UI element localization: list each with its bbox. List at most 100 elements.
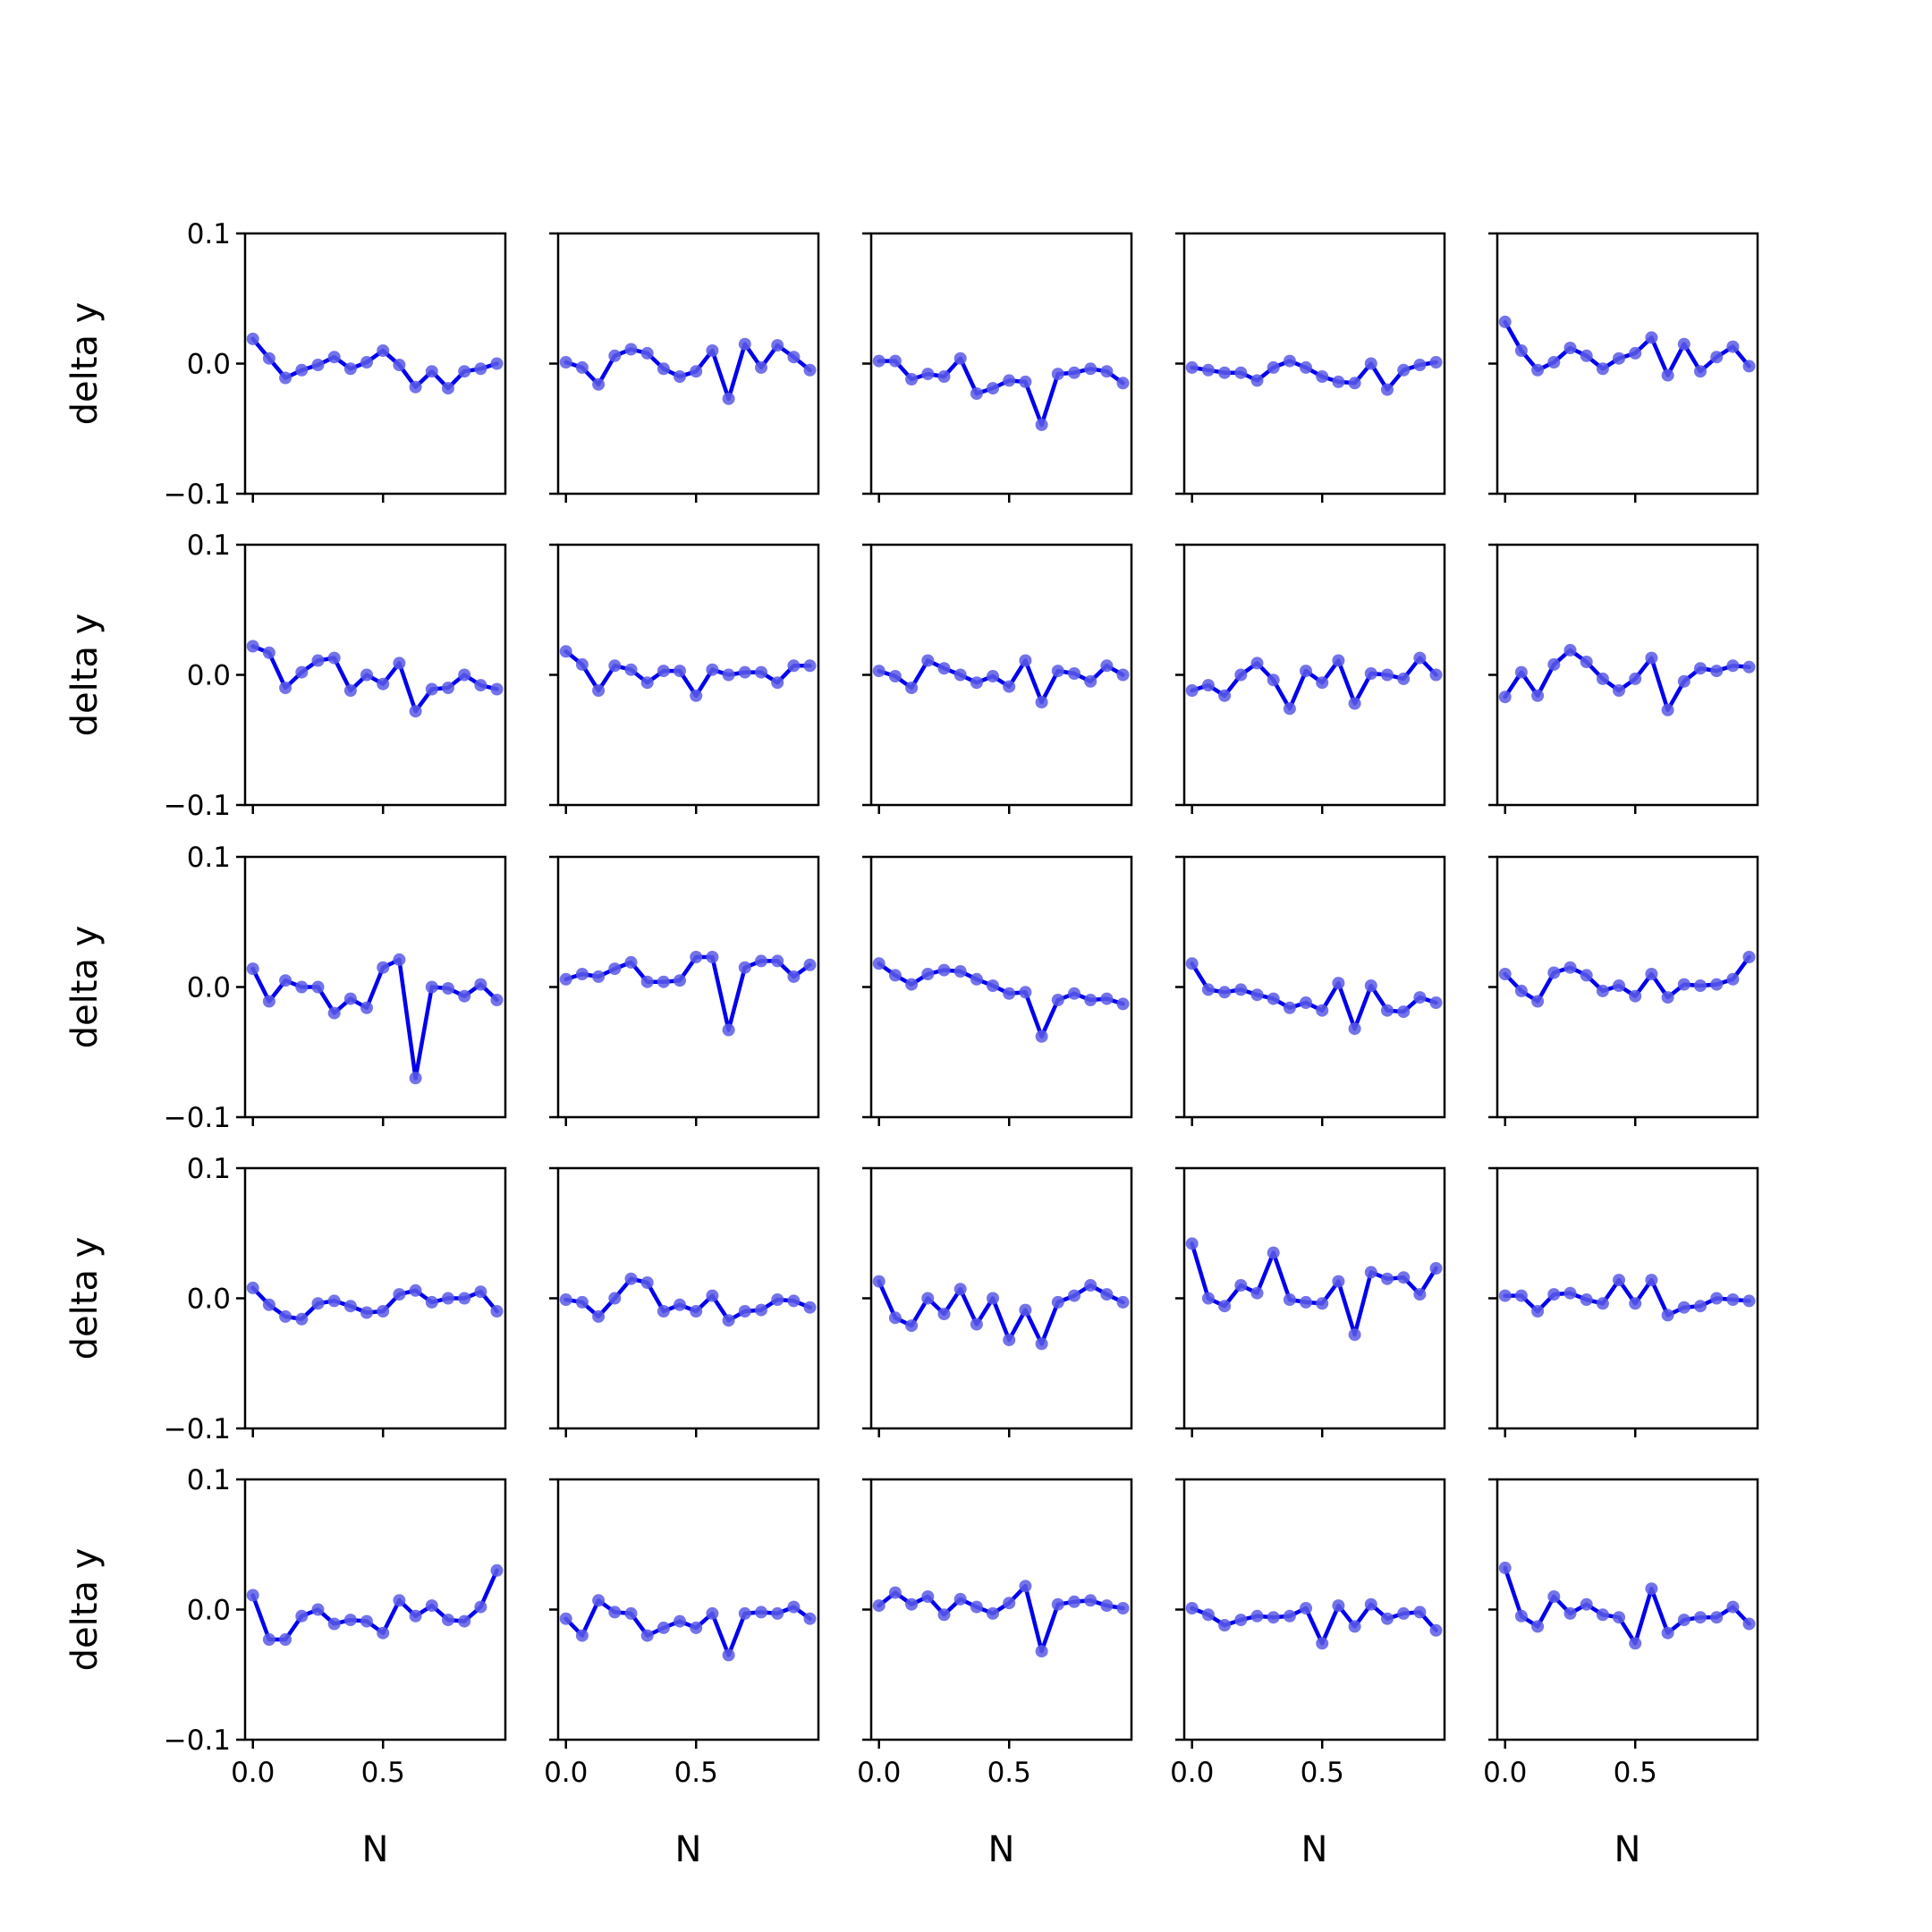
data-point <box>1514 665 1528 679</box>
data-point <box>970 1318 983 1331</box>
x-tick-label: 0.5 <box>1301 1757 1344 1789</box>
data-point <box>559 972 572 986</box>
data-point <box>1381 383 1394 396</box>
data-point <box>1116 668 1130 682</box>
data-point <box>640 676 654 690</box>
subplot-r2-c3 <box>862 543 1133 814</box>
data-point <box>246 962 259 976</box>
data-point <box>559 645 572 658</box>
data-point <box>1429 1623 1443 1637</box>
y-axis-label: delta y <box>64 926 106 1049</box>
data-point <box>1201 1292 1215 1305</box>
data-point <box>1035 1030 1048 1043</box>
data-point <box>1563 643 1577 657</box>
data-point <box>458 365 471 378</box>
data-point <box>888 354 902 368</box>
data-point <box>1250 1286 1264 1300</box>
data-point <box>474 978 487 991</box>
series-line <box>877 658 1125 705</box>
data-point <box>624 343 638 356</box>
data-point <box>1218 689 1232 702</box>
data-point <box>803 958 817 971</box>
data-point <box>1332 375 1345 388</box>
data-point <box>1300 665 1312 678</box>
data-point <box>1068 366 1080 379</box>
data-point <box>1381 1272 1394 1285</box>
data-point <box>1629 672 1642 685</box>
data-point <box>1429 356 1443 369</box>
data-point <box>987 1292 999 1305</box>
data-point <box>1084 994 1097 1006</box>
data-point <box>722 392 735 405</box>
series-line <box>877 1279 1125 1346</box>
x-tick-label: 0.0 <box>544 1757 588 1789</box>
data-point <box>1300 996 1312 1009</box>
data-point <box>690 1621 703 1634</box>
data-point <box>1613 684 1625 697</box>
data-point <box>246 1589 259 1602</box>
data-point <box>787 1294 801 1308</box>
subplot-r5-c2: 0.0 0.5 <box>544 1478 820 1789</box>
data-point <box>624 1606 638 1620</box>
data-point <box>311 359 325 371</box>
data-point <box>327 1006 341 1020</box>
series-line <box>1190 962 1438 1031</box>
subplot-r2-c2 <box>549 543 820 814</box>
data-point <box>1563 342 1577 354</box>
data-point <box>970 972 983 986</box>
data-point <box>657 1621 670 1634</box>
data-point <box>624 955 638 969</box>
data-point <box>442 1292 454 1305</box>
data-point <box>1645 1582 1658 1596</box>
data-point <box>722 1023 735 1037</box>
y-tick-label: 0.0 <box>187 349 231 381</box>
data-point <box>1364 979 1377 992</box>
data-point <box>738 1606 751 1620</box>
data-point <box>937 370 951 383</box>
data-point <box>311 654 325 667</box>
data-point <box>1035 418 1048 431</box>
data-point <box>1267 992 1280 1005</box>
data-point <box>1397 363 1411 377</box>
y-axis-label: delta y <box>64 302 106 426</box>
data-point <box>1661 1626 1674 1640</box>
data-point <box>738 961 751 974</box>
data-point <box>1694 979 1707 992</box>
data-point <box>1316 1004 1329 1017</box>
data-point <box>393 657 406 670</box>
y-tick-label: 0.1 <box>187 218 231 250</box>
data-point <box>592 1594 606 1607</box>
data-point <box>1185 1237 1199 1250</box>
data-point <box>409 1609 422 1623</box>
data-point <box>1218 1619 1232 1631</box>
data-point <box>1051 368 1064 381</box>
data-point <box>343 1614 357 1627</box>
data-point <box>640 346 654 360</box>
data-point <box>377 1626 390 1640</box>
data-point <box>1332 654 1345 667</box>
data-point <box>262 352 275 365</box>
data-point <box>1218 366 1232 379</box>
data-point <box>490 682 504 696</box>
data-point <box>1531 1620 1545 1633</box>
data-point <box>640 975 654 988</box>
data-point <box>343 1300 357 1313</box>
data-point <box>1613 1611 1625 1624</box>
data-point <box>1580 1293 1593 1306</box>
data-point <box>1283 354 1296 368</box>
data-point <box>1003 680 1016 693</box>
series-line <box>1503 954 1751 1004</box>
data-point <box>1218 1300 1232 1313</box>
data-point <box>1531 1305 1545 1318</box>
data-point <box>690 1305 703 1318</box>
data-point <box>1364 1266 1377 1279</box>
data-point <box>262 1298 275 1311</box>
data-point <box>674 665 686 678</box>
data-point <box>987 382 999 395</box>
data-point <box>1531 995 1545 1008</box>
data-point <box>755 360 767 374</box>
subplot-r2-c1: −0.1 0.0 0.1 <box>164 530 507 822</box>
data-point <box>279 682 292 694</box>
data-point <box>1234 668 1248 682</box>
data-point <box>1068 667 1080 680</box>
